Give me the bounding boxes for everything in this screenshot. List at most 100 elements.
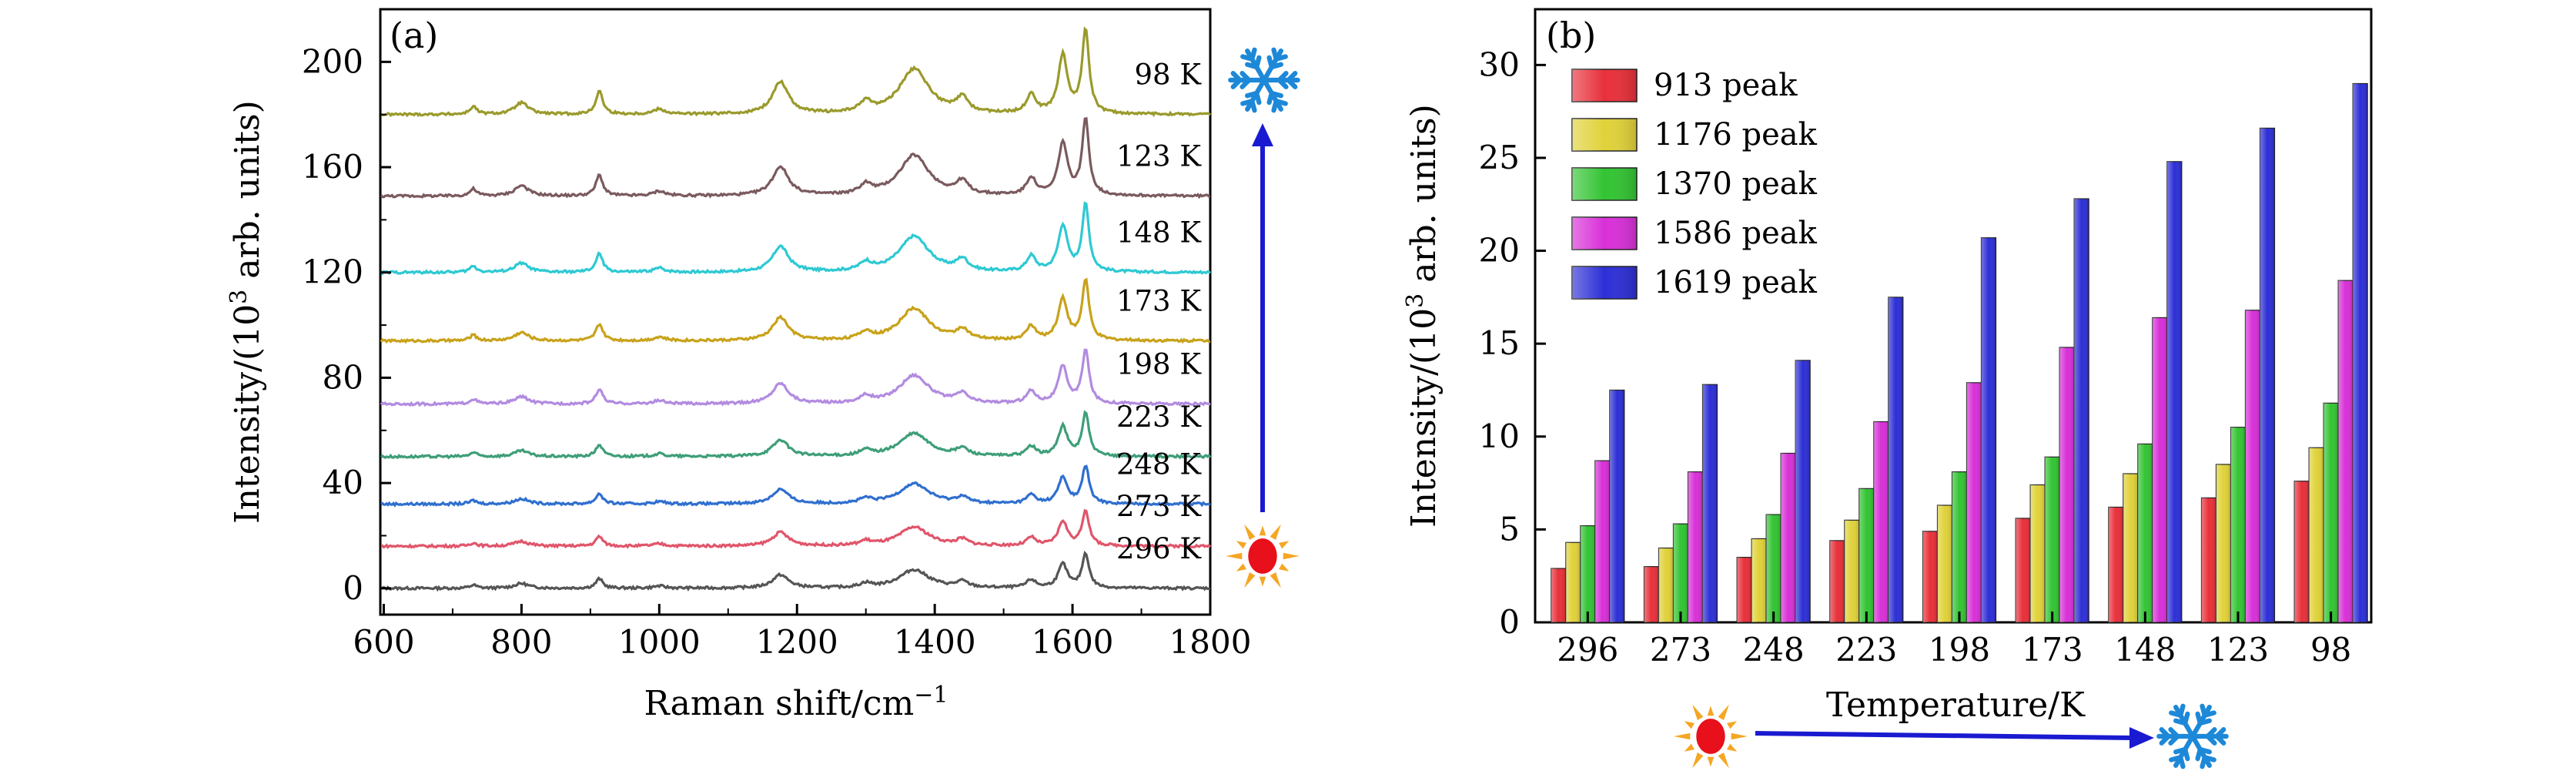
legend-label: 913 peak — [1654, 68, 1798, 103]
spectrum-line — [380, 117, 1211, 199]
bar-shade — [2166, 161, 2182, 622]
bar-shade — [1565, 542, 1581, 622]
bar-shade — [1888, 297, 1903, 622]
legend-label: 1370 peak — [1654, 166, 1818, 202]
y-tick-label: 40 — [323, 464, 363, 501]
bar-shade — [2059, 347, 2075, 622]
cooling-arrow-vertical-head — [1252, 123, 1273, 146]
bar-shade — [1952, 471, 1967, 622]
panel-a: (a) 296 K 273 K 248 K 223 K 198 K 173 K 148 K 1… — [226, 8, 1300, 723]
bar-shade — [2353, 83, 2368, 622]
bar-shade — [1781, 453, 1796, 622]
bar-shade — [1873, 421, 1889, 622]
cooling-arrow-horizontal — [1755, 731, 2133, 740]
spectrum-line — [380, 464, 1211, 508]
bar-shade — [2260, 128, 2275, 623]
legend-swatch-shade — [1572, 119, 1637, 151]
panel-a-y-ticks: 0 40 80 120 160 200 — [302, 42, 391, 607]
bar-shade — [2123, 474, 2138, 622]
spectrum-line — [380, 508, 1212, 549]
sun-icon — [1674, 704, 1748, 769]
snowflake-icon — [2159, 706, 2226, 767]
panel-a-x-axis-label: Raman shift/cm−1 — [644, 682, 948, 723]
curve-label: 173 K — [1116, 285, 1202, 318]
panel-b-tag: (b) — [1546, 15, 1596, 56]
curve-label: 296 K — [1116, 532, 1202, 565]
y-tick-label: 0 — [1499, 603, 1520, 641]
x-tick-label: 1200 — [756, 623, 838, 661]
y-tick-label: 15 — [1479, 324, 1520, 362]
bar-shade — [1609, 390, 1624, 622]
bar-shade — [1981, 237, 1996, 622]
legend-swatch-shade — [1572, 217, 1637, 250]
x-tick-label: 223 — [1835, 631, 1897, 669]
legend-label: 1586 peak — [1654, 216, 1818, 251]
panel-b-x-ticks: 296 273 248 223 198 173 148 123 98 — [1557, 612, 2351, 669]
bar-shade — [1766, 515, 1781, 622]
bar-shade — [2016, 518, 2031, 622]
bar-shade — [2245, 310, 2260, 622]
bar-shade — [1580, 525, 1595, 622]
spectrum-line — [380, 26, 1212, 118]
panel-a-y-axis-label: Intensity/(103 arb. units) — [226, 100, 267, 524]
panel-a-tag: (a) — [390, 15, 438, 56]
bar-shade — [1829, 540, 1845, 622]
bar-shade — [1751, 538, 1767, 622]
panel-b-legend: 913 peak 1176 peak 1370 peak 1586 peak 1619 … — [1571, 68, 1818, 300]
y-tick-label: 5 — [1499, 510, 1520, 548]
spectrum-line — [380, 348, 1211, 407]
bar-shade — [1658, 548, 1674, 622]
sun-icon — [1226, 524, 1300, 588]
y-tick-label: 200 — [302, 42, 363, 80]
bar-shade — [2045, 457, 2060, 622]
x-tick-label: 248 — [1743, 631, 1805, 669]
y-tick-label: 0 — [343, 569, 363, 607]
bar-shade — [1858, 488, 1874, 622]
x-tick-label: 1400 — [894, 623, 976, 661]
bar-shade — [1673, 524, 1688, 622]
cooling-arrow-horizontal-head — [2129, 727, 2154, 749]
bar-shade — [1737, 557, 1752, 622]
x-tick-label: 1600 — [1032, 623, 1114, 661]
bar-shade — [1702, 384, 1718, 622]
bar-shade — [1688, 471, 1703, 622]
y-tick-label: 80 — [323, 358, 363, 396]
bar-shade — [1844, 520, 1859, 622]
bar-shade — [2152, 317, 2167, 622]
panel-a-curve-labels: 296 K 273 K 248 K 223 K 198 K 173 K 148 K 123 K… — [1116, 59, 1202, 565]
y-tick-label: 25 — [1479, 139, 1520, 176]
x-tick-label: 148 — [2114, 631, 2176, 669]
curve-label: 98 K — [1135, 59, 1203, 92]
spectrum-line — [380, 277, 1211, 344]
bar-shade — [2108, 507, 2123, 622]
legend-label: 1619 peak — [1654, 265, 1818, 300]
bar-shade — [2201, 498, 2216, 622]
x-tick-label: 296 — [1557, 631, 1618, 669]
curve-label: 123 K — [1116, 140, 1202, 173]
bar-shade — [2074, 199, 2089, 622]
x-tick-label: 98 — [2310, 631, 2351, 669]
curve-label: 273 K — [1116, 490, 1202, 523]
bar-shade — [2294, 481, 2310, 622]
curve-label: 248 K — [1116, 447, 1202, 481]
x-tick-label: 1800 — [1169, 623, 1252, 661]
bar-shade — [1966, 382, 1982, 622]
curve-label: 198 K — [1116, 348, 1202, 381]
spectrum-line — [380, 550, 1211, 592]
curve-label: 148 K — [1116, 216, 1202, 250]
x-tick-label: 600 — [353, 623, 414, 661]
bar-shade — [2030, 484, 2046, 622]
bar-shade — [2309, 447, 2324, 622]
x-tick-label: 198 — [1929, 631, 1990, 669]
bar-shade — [1594, 461, 1610, 622]
y-tick-label: 20 — [1479, 232, 1520, 270]
bar-shade — [2230, 427, 2246, 622]
y-tick-label: 10 — [1479, 417, 1520, 455]
panel-a-plot-frame — [379, 8, 1212, 616]
legend-label: 1176 peak — [1654, 117, 1818, 153]
x-tick-label: 123 — [2207, 631, 2269, 669]
panel-b-y-axis-label: Intensity/(103 arb. units) — [1402, 104, 1444, 528]
bar-shade — [1551, 568, 1566, 622]
spectrum-line — [380, 410, 1212, 460]
